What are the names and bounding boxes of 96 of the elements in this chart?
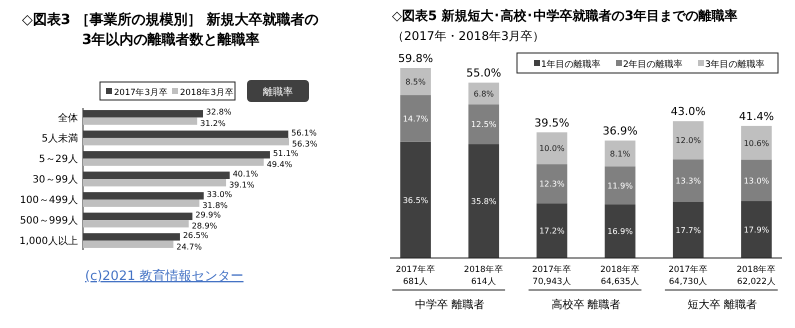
x-tick-label: 2017年卒 70,943人 [532,264,572,287]
bar [400,142,431,258]
bar [83,200,200,207]
bar [604,140,636,166]
total-label: 41.4% [738,110,774,123]
data-label: 31.2% [200,119,226,128]
data-label: 56.3% [292,140,318,149]
x-tick-label: 2018年卒 62,022人 [736,264,776,287]
text: 短大卒 離職者 [688,298,758,311]
chart-title: ◇図表3 ［事業所の規模別］ 新規大卒就職者の 3年以内の離職者数と離職率 [22,11,318,48]
data-label: 56.1% [291,128,318,138]
bar [536,164,568,204]
bar [741,126,772,160]
y-tick-label: 1,000人以上 [19,235,78,248]
chart-subtitle: （2017年・2018年3月卒） [392,29,545,43]
bar [83,233,180,241]
bar [468,104,500,144]
data-label: 10.6% [744,138,770,148]
legend-label: 2018年3月卒 [180,87,234,98]
data-label: 10.0% [539,144,566,154]
x-tick-label: 2017年卒 681人 [396,264,436,287]
bar [400,95,431,142]
bar [83,110,204,118]
text: 離職率 [263,86,293,98]
bar [83,130,288,138]
bar [672,159,704,202]
bar [400,68,431,96]
data-label: 32.8% [206,108,232,117]
legend-label: 2017年3月卒 [114,87,168,98]
bar [83,240,174,248]
bar [83,212,192,220]
bar [468,144,500,258]
text: 高校卒 離職者 [551,298,621,311]
text: (c)2021 教育情報センター [85,268,244,284]
total-label: 43.0% [670,105,706,118]
data-label: 8.1% [610,149,631,158]
bar [536,203,568,258]
y-tick-label: 全体 [58,112,78,124]
total-label: 36.9% [602,124,638,138]
data-label: 12.0% [676,136,702,146]
data-label: 6.8% [474,89,494,98]
data-label: 13.3% [676,176,702,186]
data-label: 14.7% [402,114,429,124]
x-tick-label: 2018年卒 614人 [464,264,504,287]
bar [536,132,568,164]
legend-label: 1年目の離職率 [541,59,601,70]
data-label: 29.9% [195,210,222,220]
bar [672,202,704,258]
total-label: 59.8% [398,52,434,65]
data-label: 11.9% [607,181,634,190]
y-tick-label: 500～999人 [20,216,78,227]
bar [83,138,289,146]
bar [672,121,704,160]
total-label: 55.0% [466,66,502,80]
legend-label: 3年目の離職率 [705,59,765,70]
bar [468,82,500,104]
chart-title: ◇図表5 新規短大･高校･中学卒就職者の3年目までの離職率 [392,8,738,24]
data-label: 31.8% [202,201,228,210]
data-label: 12.5% [471,120,497,130]
data-label: 35.8% [471,197,497,206]
data-label: 17.2% [539,226,566,236]
x-tick-label: 2017年卒 64,730人 [668,264,708,287]
data-label: 24.7% [176,242,202,252]
data-label: 13.0% [744,176,770,186]
data-label: 28.9% [192,222,218,231]
data-label: 51.1% [272,148,299,158]
y-tick-label: 30～99人 [32,174,78,186]
bar [741,201,772,258]
data-label: 12.3% [539,180,566,189]
bar [604,166,636,204]
data-label: 26.5% [182,230,209,240]
bar [83,179,226,186]
bar [83,172,230,179]
data-label: 40.1% [232,169,259,178]
data-label: 8.5% [405,78,426,87]
bar [83,158,264,166]
data-label: 49.4% [266,160,293,170]
x-tick-label: 2018年卒 64,635人 [600,264,640,287]
data-label: 33.0% [206,190,233,199]
bar [83,192,204,200]
data-label: 17.7% [676,226,702,235]
data-label: 16.9% [607,227,634,236]
bar [83,151,270,158]
bar [83,117,198,125]
y-tick-label: 100～499人 [20,195,78,206]
bar [604,204,636,258]
bar [83,220,189,228]
text: 中学卒 離職者 [414,298,484,311]
data-label: 39.1% [229,180,255,190]
total-label: 39.5% [534,116,570,130]
data-label: 17.9% [744,226,770,235]
y-tick-label: 5人未満 [42,132,78,144]
y-tick-label: 5～29人 [38,154,78,165]
legend-label: 2年目の離職率 [623,59,683,70]
bar [741,160,772,202]
data-label: 36.5% [402,196,429,205]
